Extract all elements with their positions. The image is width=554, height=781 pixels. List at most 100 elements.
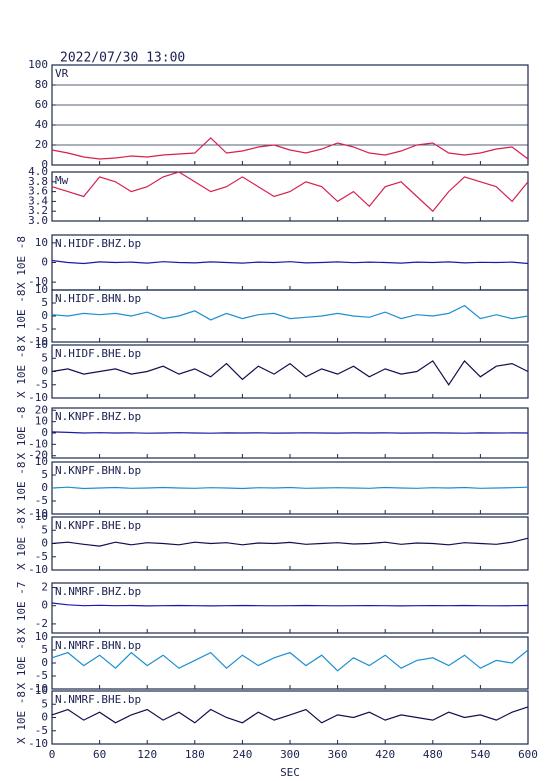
panel-title: Mw [55,174,69,187]
panel-frame [51,171,529,222]
y-unit-label: X 10E -7 [15,582,28,635]
x-tick-label: 180 [185,748,205,761]
y-tick-label: 0 [41,481,48,494]
y-tick-label: 10 [35,338,48,351]
panel-title: N.HIDF.BHE.bp [55,347,141,360]
trace [51,171,529,213]
y-tick-label: 10 [35,415,48,428]
y-unit-label: X 10E -8 [15,236,28,289]
y-tick-label: 0 [41,256,48,269]
chart-title: 2022/07/30 13:00 [60,51,185,66]
panel-title: N.KNPF.BHZ.bp [55,410,141,423]
y-tick-label: -10 [28,737,48,750]
y-tick-label: 20 [35,138,48,151]
trace [51,137,529,160]
x-tick-label: 300 [280,748,300,761]
y-unit-label: X 10E -8 [15,345,28,398]
y-tick-label: 5 [41,296,48,309]
panel-title: N.HIDF.BHN.bp [55,292,141,305]
y-tick-label: -10 [28,507,48,520]
y-tick-label: -10 [28,391,48,404]
y-tick-label: 0 [41,537,48,550]
y-tick-label: -5 [35,378,48,391]
y-tick-label: 4.0 [28,165,48,178]
trace [51,602,529,607]
panel-title: N.KNPF.BHE.bp [55,519,141,532]
y-tick-label: 0 [41,309,48,322]
panel-title: VR [55,67,69,80]
trace [51,431,529,434]
y-tick-label: 10 [35,455,48,468]
trace [51,649,529,672]
y-unit-label: X 10E -8 [15,517,28,570]
trace [51,304,529,321]
y-tick-label: -10 [28,437,48,450]
x-tick-label: 420 [375,748,395,761]
x-tick-label: 60 [93,748,106,761]
panel-title: N.HIDF.BHZ.bp [55,237,141,250]
x-tick-label: 480 [423,748,443,761]
y-tick-label: 10 [35,236,48,249]
y-tick-label: 5 [41,351,48,364]
y-tick-label: -20 [28,449,48,462]
trace [51,706,529,724]
y-tick-label: 2 [41,581,48,594]
y-tick-label: -5 [35,669,48,682]
y-unit-label: X 10E -8 [15,637,28,690]
y-tick-label: 10 [35,283,48,296]
y-tick-label: -10 [28,335,48,348]
y-tick-label: -10 [28,682,48,695]
y-tick-label: 5 [41,468,48,481]
panel-title: N.NMRF.BHE.bp [55,693,141,706]
y-tick-label: 0 [41,426,48,439]
y-tick-label: 100 [28,58,48,71]
y-tick-label: -5 [35,550,48,563]
trace [51,359,529,386]
y-tick-label: 10 [35,684,48,697]
y-tick-label: -5 [35,724,48,737]
y-tick-label: 0 [41,656,48,669]
x-tick-label: 120 [137,748,157,761]
y-unit-label: X 10E -8 [15,691,28,744]
x-tick-label: 0 [49,748,56,761]
y-tick-label: -5 [35,322,48,335]
y-tick-label: 40 [35,118,48,131]
trace [51,486,529,490]
y-tick-label: -5 [35,494,48,507]
y-tick-label: 20 [35,403,48,416]
y-unit-label: X 10E -8 [15,407,28,460]
y-tick-label: 5 [41,643,48,656]
y-tick-label: 3.0 [28,214,48,227]
y-tick-label: 80 [35,78,48,91]
y-tick-label: -10 [28,563,48,576]
x-tick-label: 240 [232,748,252,761]
y-unit-label: X 10E -8 [15,290,28,343]
y-tick-label: 3.8 [28,175,48,188]
y-tick-label: 10 [35,630,48,643]
y-tick-label: 3.6 [28,185,48,198]
panel-title: N.NMRF.BHZ.bp [55,585,141,598]
x-tick-label: 360 [328,748,348,761]
y-tick-label: -2 [35,617,48,630]
y-tick-label: 3.4 [28,194,48,207]
x-tick-label: 600 [518,748,538,761]
x-axis-label: SEC [280,766,300,779]
panel-title: N.NMRF.BHN.bp [55,639,141,652]
y-tick-label: 0 [41,365,48,378]
y-tick-label: 0 [41,599,48,612]
y-tick-label: 3.2 [28,204,48,217]
trace [51,259,529,265]
y-tick-label: -10 [28,275,48,288]
y-tick-label: 5 [41,697,48,710]
y-tick-label: 60 [35,98,48,111]
y-tick-label: 10 [35,510,48,523]
y-tick-label: 0 [41,158,48,171]
trace [51,537,529,547]
panel-title: N.KNPF.BHN.bp [55,464,141,477]
y-unit-label: X 10E -8 [15,462,28,515]
x-tick-label: 540 [470,748,490,761]
y-tick-label: 0 [41,711,48,724]
y-tick-label: 5 [41,523,48,536]
